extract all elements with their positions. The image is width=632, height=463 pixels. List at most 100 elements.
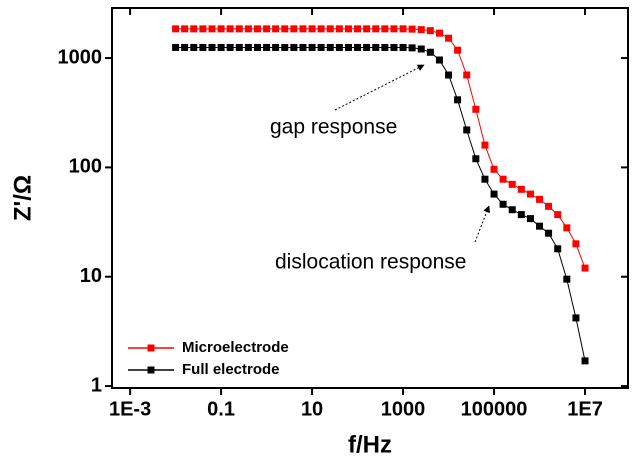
marker xyxy=(554,245,562,253)
marker xyxy=(472,105,480,113)
marker xyxy=(499,200,507,208)
marker xyxy=(281,43,289,51)
marker xyxy=(199,43,207,51)
marker xyxy=(217,25,225,33)
marker xyxy=(190,25,198,33)
marker xyxy=(463,126,471,134)
x-tick-label: 0.1 xyxy=(207,398,235,420)
marker xyxy=(354,25,362,33)
marker xyxy=(381,25,389,33)
marker xyxy=(272,43,280,51)
marker xyxy=(308,43,316,51)
marker xyxy=(408,44,416,52)
marker xyxy=(508,180,516,188)
marker xyxy=(253,43,261,51)
marker xyxy=(536,222,544,230)
marker xyxy=(526,215,534,223)
marker xyxy=(426,48,434,56)
marker xyxy=(172,25,180,33)
marker xyxy=(572,314,580,322)
y-axis-label: Z'/Ω xyxy=(9,175,36,221)
plot-frame xyxy=(111,7,629,389)
marker xyxy=(572,240,580,248)
marker xyxy=(335,25,343,33)
marker xyxy=(317,25,325,33)
marker xyxy=(317,43,325,51)
marker xyxy=(363,43,371,51)
marker xyxy=(226,25,234,33)
marker xyxy=(263,25,271,33)
marker xyxy=(381,43,389,51)
marker xyxy=(435,56,443,64)
marker xyxy=(217,43,225,51)
marker xyxy=(244,43,252,51)
marker xyxy=(490,190,498,198)
marker xyxy=(344,25,352,33)
marker xyxy=(426,27,434,35)
marker xyxy=(563,275,571,283)
marker xyxy=(299,25,307,33)
marker xyxy=(354,43,362,51)
marker xyxy=(190,43,198,51)
marker xyxy=(272,25,280,33)
marker xyxy=(281,25,289,33)
marker xyxy=(417,26,425,34)
marker xyxy=(581,264,589,272)
marker xyxy=(435,29,443,37)
marker xyxy=(454,96,462,104)
marker xyxy=(363,25,371,33)
marker xyxy=(445,71,453,79)
x-tick-label: 10 xyxy=(301,398,323,420)
y-tick-label: 100 xyxy=(69,156,102,178)
marker xyxy=(335,43,343,51)
marker xyxy=(454,46,462,54)
marker xyxy=(463,71,471,79)
series-line xyxy=(175,28,586,269)
x-axis-label: f/Hz xyxy=(348,431,392,458)
legend-marker xyxy=(147,366,155,374)
marker xyxy=(508,206,516,214)
marker xyxy=(554,211,562,219)
annotation-arrow xyxy=(474,205,490,243)
marker xyxy=(290,25,298,33)
marker xyxy=(344,43,352,51)
marker xyxy=(408,25,416,33)
marker xyxy=(299,43,307,51)
marker xyxy=(253,25,261,33)
marker xyxy=(399,43,407,51)
marker xyxy=(326,25,334,33)
marker xyxy=(181,25,189,33)
y-tick-label: 10 xyxy=(80,265,102,287)
marker xyxy=(326,43,334,51)
x-tick-label: 1000 xyxy=(381,398,426,420)
annotation-arrow xyxy=(334,64,425,111)
annotation: dislocation response xyxy=(275,251,466,274)
series-line xyxy=(175,47,586,362)
marker xyxy=(445,34,453,42)
marker xyxy=(308,25,316,33)
annotation: gap response xyxy=(270,116,397,139)
marker xyxy=(390,25,398,33)
marker xyxy=(235,43,243,51)
marker xyxy=(372,43,380,51)
x-tick-label: 100000 xyxy=(461,398,528,420)
marker xyxy=(481,175,489,183)
marker xyxy=(244,25,252,33)
marker xyxy=(472,155,480,163)
marker xyxy=(536,195,544,203)
marker xyxy=(181,43,189,51)
marker xyxy=(545,202,553,210)
marker xyxy=(235,25,243,33)
marker xyxy=(481,141,489,149)
marker xyxy=(208,25,216,33)
marker xyxy=(526,190,534,198)
y-tick-label: 1 xyxy=(91,374,102,396)
marker xyxy=(372,25,380,33)
marker xyxy=(390,43,398,51)
marker xyxy=(417,45,425,53)
marker xyxy=(517,185,525,193)
marker xyxy=(199,25,207,33)
x-tick-label: 1E-3 xyxy=(109,398,151,420)
x-tick-label: 1E7 xyxy=(567,398,603,420)
